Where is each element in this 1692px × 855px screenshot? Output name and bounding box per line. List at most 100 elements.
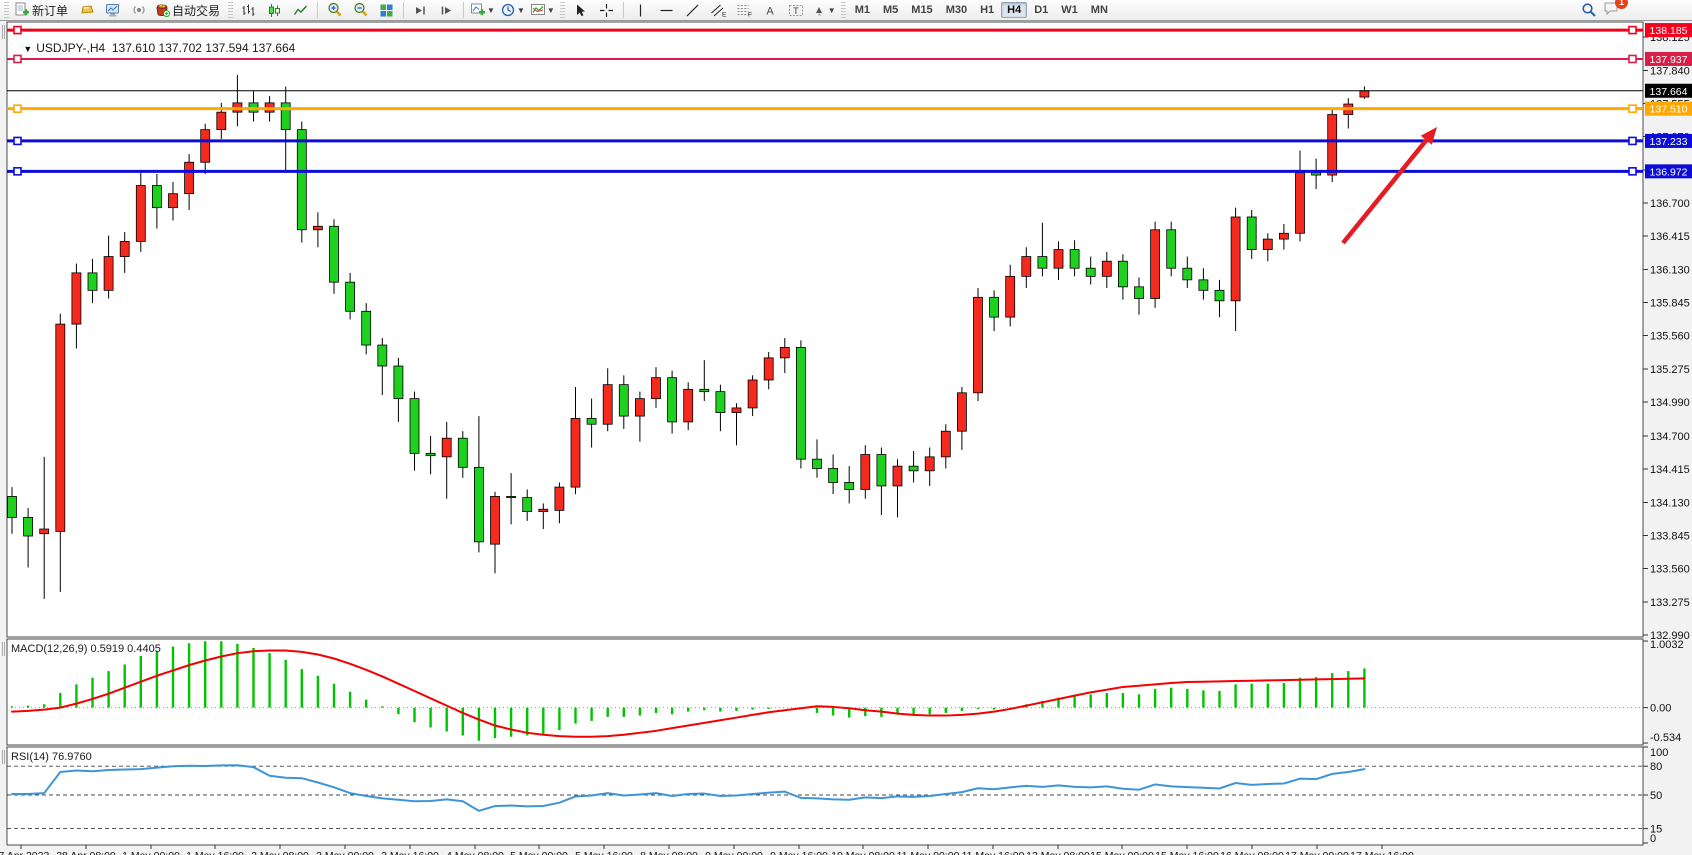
macd-panel[interactable] xyxy=(6,638,1644,746)
hline-handle[interactable] xyxy=(13,54,22,64)
candle[interactable] xyxy=(1182,267,1193,281)
candle[interactable] xyxy=(168,193,178,209)
candle[interactable] xyxy=(973,296,983,394)
candle[interactable] xyxy=(940,430,951,458)
horizontal-line-tool[interactable] xyxy=(654,0,679,21)
candle[interactable] xyxy=(393,365,404,400)
notifications-button[interactable]: 1 xyxy=(1603,0,1628,21)
candle[interactable] xyxy=(876,454,887,487)
candle[interactable] xyxy=(860,454,871,490)
candle[interactable] xyxy=(441,437,452,458)
candle[interactable] xyxy=(538,508,549,512)
autotrade-button[interactable]: 自动交易 xyxy=(152,0,225,21)
candle[interactable] xyxy=(1311,172,1321,176)
candle[interactable] xyxy=(1150,229,1160,299)
hline-handle[interactable] xyxy=(1628,54,1637,64)
new-order-button[interactable]: 新订单 xyxy=(12,0,73,21)
toolbar-grip[interactable] xyxy=(559,2,565,18)
candle[interactable] xyxy=(1134,286,1144,299)
symbol-expand-icon[interactable]: ▼ xyxy=(23,44,33,54)
autoscroll-button[interactable] xyxy=(408,0,433,21)
candle[interactable] xyxy=(957,392,967,432)
gold-chart-button[interactable] xyxy=(74,0,99,21)
candle[interactable] xyxy=(618,384,629,417)
trendline-tool[interactable] xyxy=(680,0,705,21)
candle[interactable] xyxy=(184,161,195,195)
period-button[interactable]: ▼ xyxy=(498,0,527,21)
vertical-line-tool[interactable] xyxy=(628,0,653,21)
candle[interactable] xyxy=(989,296,999,318)
hline-handle[interactable] xyxy=(13,25,22,35)
candle[interactable] xyxy=(1262,238,1273,250)
hline-handle[interactable] xyxy=(1628,25,1637,35)
candle[interactable] xyxy=(71,272,82,325)
candle[interactable] xyxy=(1230,216,1241,302)
cursor-button[interactable] xyxy=(568,0,593,21)
new-chart-button[interactable]: ▼ xyxy=(468,0,497,21)
hline-handle[interactable] xyxy=(1628,136,1637,146)
text-label-tool[interactable]: T xyxy=(784,0,809,21)
candle[interactable] xyxy=(844,482,855,490)
candle[interactable] xyxy=(1118,260,1128,288)
rsi-panel[interactable] xyxy=(6,746,1644,846)
candle[interactable] xyxy=(892,465,903,487)
tf-mn-button[interactable]: MN xyxy=(1090,4,1108,16)
candle[interactable] xyxy=(39,528,50,535)
candle[interactable] xyxy=(812,458,822,469)
candle[interactable] xyxy=(490,496,500,545)
candle[interactable] xyxy=(908,465,919,472)
tf-h1-button[interactable]: H1 xyxy=(980,4,995,16)
hline-handle[interactable] xyxy=(13,136,22,146)
candle[interactable] xyxy=(280,102,291,131)
tf-m30-button[interactable]: M30 xyxy=(945,4,968,16)
webinar-button[interactable] xyxy=(126,0,151,21)
candle[interactable] xyxy=(635,398,645,417)
chart-shift-button[interactable] xyxy=(434,0,459,21)
candle[interactable] xyxy=(103,256,114,291)
candle[interactable] xyxy=(747,379,758,409)
candle[interactable] xyxy=(1101,260,1112,277)
candle[interactable] xyxy=(457,437,468,468)
candle[interactable] xyxy=(473,466,484,543)
search-icon[interactable] xyxy=(1581,2,1597,18)
candle[interactable] xyxy=(779,346,790,359)
candle[interactable] xyxy=(1037,256,1048,269)
candle[interactable] xyxy=(361,310,372,346)
line-chart-button[interactable] xyxy=(288,0,313,21)
candle[interactable] xyxy=(715,391,726,413)
tile-windows-button[interactable] xyxy=(374,0,399,21)
candle[interactable] xyxy=(1327,114,1338,176)
candle[interactable] xyxy=(1005,275,1016,318)
tf-m1-button[interactable]: M1 xyxy=(854,4,870,16)
candle[interactable] xyxy=(1166,229,1177,269)
text-tool[interactable]: A xyxy=(758,0,783,21)
hline-handle[interactable] xyxy=(13,167,22,176)
candle[interactable] xyxy=(55,323,66,532)
candle[interactable] xyxy=(1069,249,1080,269)
candle[interactable] xyxy=(377,344,388,367)
candle[interactable] xyxy=(345,281,356,312)
trend-arrow-head[interactable] xyxy=(1420,127,1437,145)
terminal-button[interactable] xyxy=(100,0,125,21)
candle[interactable] xyxy=(296,129,307,231)
trend-arrow-shaft[interactable] xyxy=(1341,130,1435,245)
candle[interactable] xyxy=(1198,279,1209,291)
fibonacci-tool[interactable]: F xyxy=(732,0,757,21)
candle[interactable] xyxy=(1359,90,1370,98)
candle[interactable] xyxy=(570,418,581,488)
tf-m15-button[interactable]: M15 xyxy=(911,4,933,16)
tf-h4-button[interactable]: H4 xyxy=(1001,2,1028,18)
candle[interactable] xyxy=(119,241,130,257)
candle[interactable] xyxy=(23,516,34,537)
toolbar-grip[interactable] xyxy=(840,2,846,18)
tf-m5-button[interactable]: M5 xyxy=(883,4,899,16)
candle[interactable] xyxy=(135,185,146,242)
candle[interactable] xyxy=(329,225,339,283)
candle[interactable] xyxy=(1246,216,1257,250)
crosshair-button[interactable] xyxy=(594,0,619,21)
candle[interactable] xyxy=(731,407,742,413)
candle[interactable] xyxy=(200,129,211,163)
candle[interactable] xyxy=(667,377,677,423)
candle[interactable] xyxy=(1021,256,1032,277)
candle[interactable] xyxy=(87,272,98,291)
